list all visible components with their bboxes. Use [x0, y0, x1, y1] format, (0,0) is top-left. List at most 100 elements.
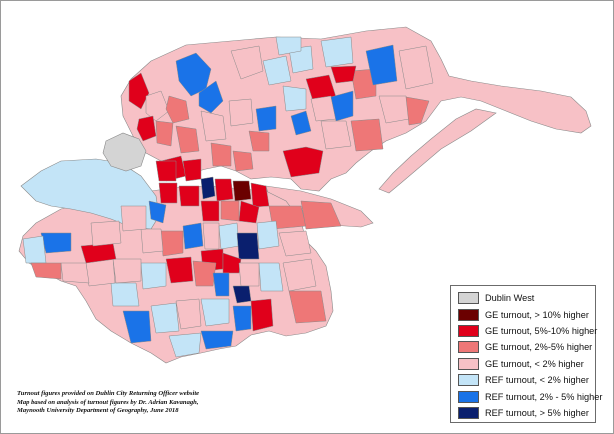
legend-label: REF turnout, > 5% higher: [485, 407, 589, 418]
legend-swatch: [458, 390, 479, 403]
district-area: [200, 298, 230, 327]
bull-island: [378, 108, 497, 194]
district-area: [175, 125, 200, 154]
district-area: [178, 185, 200, 207]
map-legend: Dublin West GE turnout, > 10% higher GE …: [450, 285, 602, 423]
district-area: [350, 118, 384, 152]
credit-line: Map based on analysis of turnout figures…: [17, 398, 199, 406]
legend-label: REF turnout, 2% - 5% higher: [485, 391, 603, 402]
district-area: [120, 205, 147, 232]
legend-item: GE turnout, < 2% higher: [458, 356, 589, 372]
district-area: [288, 290, 327, 324]
district-area: [148, 200, 167, 224]
district-area: [182, 222, 204, 250]
source-credit: Turnout figures provided on Dublin City …: [17, 390, 267, 416]
district-area: [275, 36, 302, 56]
district-area: [278, 230, 312, 257]
district-area: [200, 176, 216, 200]
district-area: [182, 158, 202, 182]
district-area: [128, 72, 150, 110]
legend-swatch: [458, 374, 479, 387]
district-area: [250, 182, 270, 208]
legend-swatch: [458, 341, 479, 354]
legend-item: REF turnout, > 5% higher: [458, 405, 589, 421]
district-area: [365, 44, 398, 86]
district-area: [122, 310, 152, 344]
district-area: [258, 262, 284, 292]
district-area: [222, 252, 242, 274]
district-area: [232, 305, 252, 332]
district-area: [212, 272, 230, 297]
district-area: [140, 228, 164, 254]
district-area: [198, 80, 224, 114]
district-area: [155, 120, 174, 147]
district-area: [228, 98, 254, 127]
district-area: [262, 55, 292, 86]
district-area: [210, 142, 232, 167]
district-area: [200, 110, 227, 142]
district-area: [200, 330, 234, 350]
district-area: [238, 200, 260, 224]
district-area: [282, 258, 317, 292]
district-area: [330, 65, 357, 84]
legend-swatch: [458, 324, 479, 337]
credit-line: Maynooth University Department of Geogra…: [17, 407, 179, 415]
district-area: [250, 298, 274, 332]
district-area: [60, 262, 90, 284]
district-area: [232, 180, 252, 202]
legend-swatch: [458, 357, 479, 370]
district-area: [150, 302, 180, 334]
district-area: [175, 298, 202, 330]
district-area: [30, 262, 62, 280]
district-area: [320, 120, 352, 150]
district-area: [110, 282, 140, 307]
district-area: [158, 182, 178, 204]
district-area: [155, 160, 177, 182]
dublin-west-area: [102, 132, 147, 172]
legend-item: GE turnout, 5%-10% higher: [458, 323, 597, 339]
district-area: [90, 220, 122, 247]
district-area: [85, 258, 116, 287]
district-area: [200, 200, 220, 222]
district-area: [140, 262, 167, 290]
legend-item: GE turnout, > 10% higher: [458, 306, 589, 322]
legend-label: REF turnout, < 2% higher: [485, 375, 589, 386]
district-area: [236, 232, 260, 260]
credit-line: Turnout figures provided on Dublin City …: [17, 390, 200, 397]
legend-item: Dublin West: [458, 290, 589, 306]
district-area: [145, 90, 170, 122]
district-area: [230, 45, 264, 80]
district-area: [165, 256, 194, 284]
legend-item: REF turnout, < 2% higher: [458, 372, 589, 388]
electoral-districts: [22, 36, 434, 358]
district-area: [300, 200, 342, 230]
district-area: [218, 222, 240, 250]
district-area: [288, 45, 314, 74]
district-area: [192, 260, 217, 287]
legend-label: GE turnout, > 10% higher: [485, 309, 589, 320]
legend-item: GE turnout, 2%-5% higher: [458, 339, 593, 355]
district-area: [232, 150, 254, 172]
district-area: [282, 146, 324, 178]
district-area: [22, 235, 47, 264]
district-area: [238, 262, 260, 287]
district-area: [290, 110, 312, 136]
legend-label: GE turnout, 2%-5% higher: [485, 342, 593, 353]
district-area: [40, 232, 72, 254]
district-area: [168, 332, 202, 358]
district-area: [282, 85, 307, 112]
district-area: [112, 258, 142, 284]
legend-item: REF turnout, 2% - 5% higher: [458, 388, 602, 404]
legend-swatch: [458, 292, 479, 305]
district-area: [136, 115, 157, 142]
legend-swatch: [458, 406, 479, 419]
district-area: [320, 36, 354, 68]
district-area: [256, 220, 280, 250]
district-area: [330, 90, 354, 122]
district-area: [214, 178, 234, 202]
legend-label: Dublin West: [485, 293, 535, 304]
legend-swatch: [458, 308, 479, 321]
legend-label: GE turnout, < 2% higher: [485, 358, 584, 369]
